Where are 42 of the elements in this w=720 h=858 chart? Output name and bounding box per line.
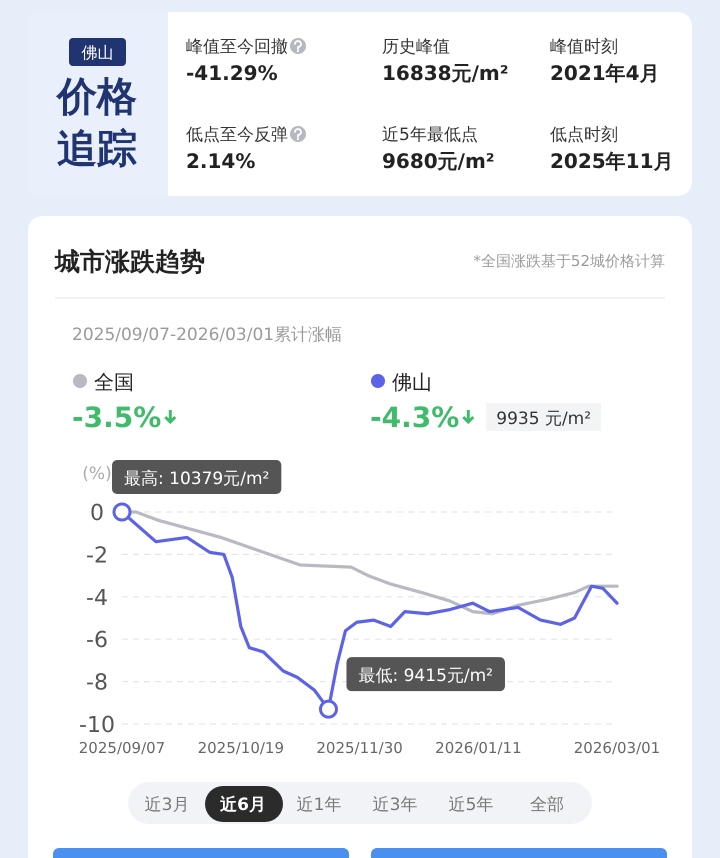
text: -4.3% xyxy=(370,401,460,434)
text: 历史峰值 xyxy=(382,37,450,57)
text: -41.29% xyxy=(186,61,278,85)
x-tick-label: 2025/10/19 xyxy=(198,739,284,757)
y-tick-label: -8 xyxy=(86,670,108,696)
text: 价格追踪 xyxy=(55,74,137,172)
text: 佛山 xyxy=(82,43,114,62)
text: -3.5% xyxy=(72,401,162,434)
text: 近1年 xyxy=(296,795,342,815)
x-tick-label: 2025/09/07 xyxy=(78,739,166,757)
text: 2025年11月 xyxy=(550,149,674,173)
text: 全部 xyxy=(530,795,564,815)
text: 16838元/m² xyxy=(382,61,508,85)
text: 近3年 xyxy=(372,795,418,815)
text: 近5年 xyxy=(448,795,494,815)
text: 近6月 xyxy=(219,795,266,815)
chart-subtitle: 2025/09/07-2026/03/01累计涨幅 xyxy=(72,325,342,345)
text: 近3月 xyxy=(144,795,190,815)
text: 2021年4月 xyxy=(550,61,660,85)
text: 近5年最低点 xyxy=(382,125,478,145)
legend-label: 佛山 xyxy=(392,370,432,394)
annotation: 最高: 10379元/m² xyxy=(124,469,270,489)
text: 2.14% xyxy=(186,149,256,173)
text: 峰值至今回撤 xyxy=(186,37,288,57)
y-tick-label: -10 xyxy=(79,713,115,738)
text: 低点至今反弹 xyxy=(186,125,288,145)
text: 9935 元/m² xyxy=(496,409,592,429)
y-tick-label: 0 xyxy=(90,501,104,526)
y-axis-title: (%) xyxy=(82,464,112,484)
x-tick-label: 2025/11/30 xyxy=(316,739,403,757)
y-tick-label: -2 xyxy=(86,543,108,568)
legend-label: 全国 xyxy=(94,370,134,394)
y-tick-label: -6 xyxy=(86,628,108,654)
text: 低点时刻 xyxy=(550,125,618,145)
text: 9680元/m² xyxy=(382,149,495,173)
text: *全国涨跌基于52城价格计算 xyxy=(473,252,665,270)
x-tick-label: 2026/01/11 xyxy=(435,739,522,757)
x-tick-label: 2026/03/01 xyxy=(574,739,660,757)
chart-title: 城市涨跌趋势 xyxy=(54,247,205,276)
text: 峰值时刻 xyxy=(550,37,618,57)
annotation: 最低: 9415元/m² xyxy=(358,666,493,686)
y-tick-label: -4 xyxy=(86,586,108,611)
